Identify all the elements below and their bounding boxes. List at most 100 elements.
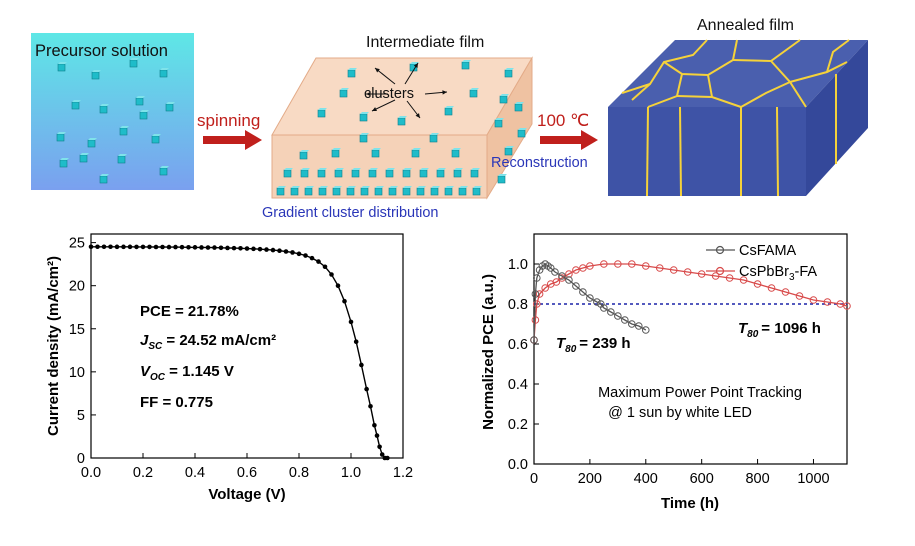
cspbbr3-fa-point <box>711 272 720 280</box>
cspbbr3-fa-point <box>641 262 650 270</box>
cluster-cube <box>304 186 314 196</box>
csfama-point <box>607 308 615 316</box>
jv-ytick-label: 10 <box>69 365 85 381</box>
csfama-line <box>533 263 647 341</box>
jv-xtick-label: 0.4 <box>185 465 205 481</box>
jv-curve-line <box>91 246 388 459</box>
cluster-cube <box>444 106 454 116</box>
csfama-point <box>546 264 555 272</box>
jv-data-point <box>127 244 133 250</box>
mpp-xtick-label: 600 <box>690 471 714 487</box>
cspbbr3-fa-point <box>614 260 622 268</box>
cluster-cube <box>347 68 357 78</box>
cluster-cube <box>514 102 524 112</box>
csfama-point <box>621 316 629 324</box>
csfama-point <box>572 282 580 290</box>
jv-data-point <box>303 253 308 258</box>
cspbbr3-fa-point <box>579 264 587 272</box>
jv-data-point <box>296 251 302 257</box>
cluster-cube <box>436 168 446 178</box>
intermediate-label: Intermediate film <box>366 34 484 51</box>
cluster-cube <box>458 186 468 196</box>
jv-data-point <box>342 298 347 304</box>
cspbbr3-fa-point <box>697 270 706 278</box>
jv-data-point <box>218 245 224 251</box>
annealed-top-face <box>608 40 868 107</box>
cluster-cube <box>129 58 139 68</box>
cluster-cube <box>165 102 175 112</box>
cluster-cube <box>371 148 381 158</box>
cluster-cube <box>159 166 169 176</box>
film-clusters <box>276 60 527 196</box>
cspbbr3-fa-point <box>739 276 748 284</box>
jv-data-point <box>108 244 113 250</box>
jv-data-point <box>186 244 191 250</box>
cluster-cube <box>91 70 101 80</box>
jv-ytick-label: 0 <box>77 451 85 467</box>
cspbbr3-fa-point <box>586 262 594 270</box>
cluster-cube <box>56 132 66 142</box>
jv-points <box>88 244 390 461</box>
mpp-xtick-label: 0 <box>530 471 538 487</box>
cluster-cube <box>411 148 421 158</box>
csfama-point <box>579 288 587 296</box>
cluster-cube <box>317 108 327 118</box>
cspbbr3-fa-point <box>843 302 851 310</box>
jv-data-point <box>368 404 373 409</box>
jv-ticks: 0.0 0.2 0.4 0.6 0.8 1.0 1.2 0 5 10 15 20 25 <box>69 236 413 481</box>
cspbbr3-fa-point <box>535 290 544 298</box>
jv-data-point <box>374 433 380 438</box>
series-cspbbr3-fa <box>530 260 851 344</box>
jv-data-point <box>114 244 120 250</box>
jv-data-point <box>101 244 107 250</box>
cluster-cube <box>385 168 395 178</box>
jv-data-point <box>212 245 217 250</box>
gradient-label: Gradient cluster distribution <box>262 205 439 221</box>
jv-data-point <box>257 246 263 252</box>
cluster-cube <box>368 168 378 178</box>
precursor-label: Precursor solution <box>35 42 168 60</box>
jv-data-point <box>199 245 204 250</box>
jv-data-point <box>322 264 328 270</box>
cluster-cube <box>339 88 349 98</box>
jv-data-point <box>238 246 243 251</box>
cluster-arrow-head <box>415 113 420 118</box>
mpp-note-line2: @ 1 sun by white LED <box>608 405 752 421</box>
cluster-cube <box>332 186 342 196</box>
cspbbr3-fa-point <box>669 266 678 274</box>
cspbbr3-fa-point <box>532 300 541 308</box>
mpp-ytick-label: 0.6 <box>508 337 528 353</box>
precursor-solution-box <box>31 33 194 190</box>
jv-data-point <box>270 247 276 253</box>
csfama-point <box>532 274 541 282</box>
mpp-note-line1: Maximum Power Point Tracking <box>598 385 802 401</box>
cluster-cube <box>360 186 370 196</box>
annealed-label: Annealed film <box>697 17 794 34</box>
legend-marker-cspbbr3-fa <box>715 266 725 276</box>
cluster-cube <box>461 60 471 70</box>
cluster-cube <box>359 112 369 122</box>
csfama-point <box>530 336 538 344</box>
cluster-cube <box>472 186 482 196</box>
mpp-ylabel: Normalized PCE (a.u.) <box>480 274 497 430</box>
cluster-cube <box>117 154 127 164</box>
csfama-point <box>641 326 650 334</box>
jv-data-point <box>372 422 377 428</box>
cluster-cube <box>59 158 69 168</box>
cluster-cube <box>135 96 145 106</box>
jv-data-point <box>231 245 237 251</box>
jv-ytick-label: 25 <box>69 236 85 252</box>
jv-xtick-label: 0.8 <box>289 465 309 481</box>
jv-data-point <box>309 255 315 261</box>
mpp-ytick-label: 0.2 <box>508 417 528 433</box>
cspbbr3-fa-point <box>767 284 776 292</box>
cspbbr3-fa-point <box>600 260 608 268</box>
jv-xlabel: Voltage (V) <box>208 486 285 503</box>
spinning-label: spinning <box>197 111 260 130</box>
cluster-cube <box>402 168 412 178</box>
cluster-cube <box>470 168 480 178</box>
csfama-point <box>614 312 622 320</box>
cluster-cube <box>71 100 81 110</box>
cluster-cube <box>402 186 412 196</box>
jv-data-point <box>179 244 185 250</box>
